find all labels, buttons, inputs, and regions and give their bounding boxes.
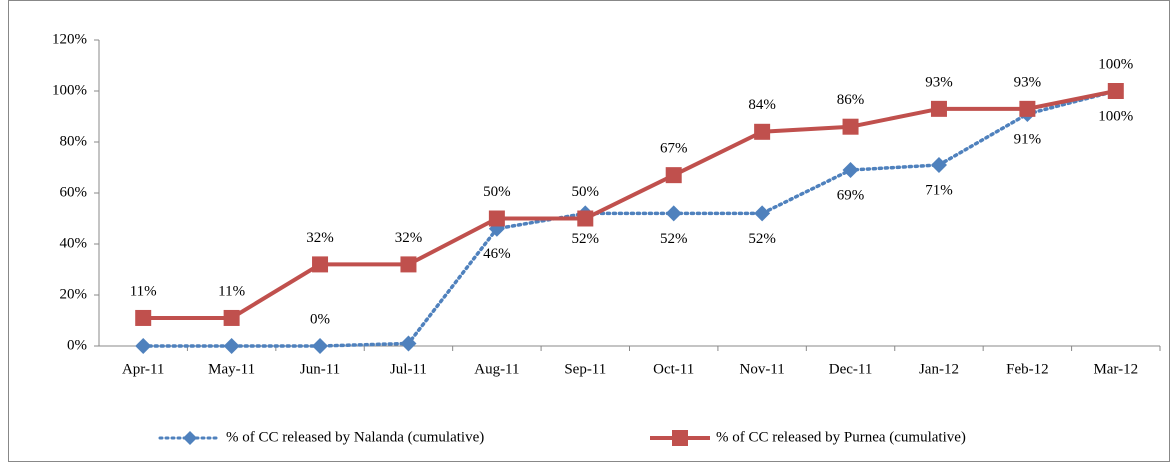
data-label: 69% xyxy=(837,187,865,203)
data-label: 91% xyxy=(1014,131,1042,147)
data-label: 0% xyxy=(310,311,330,327)
x-tick-label: Dec-11 xyxy=(829,361,873,377)
data-point xyxy=(842,162,859,179)
x-tick-label: Jan-12 xyxy=(919,361,959,377)
data-label: 52% xyxy=(748,231,776,247)
x-tick-label: Feb-12 xyxy=(1006,361,1049,377)
data-label: 46% xyxy=(483,246,511,262)
data-label: 50% xyxy=(483,184,511,200)
data-label: 100% xyxy=(1098,108,1133,124)
series-line xyxy=(143,89,1117,320)
x-tick-label: Mar-12 xyxy=(1093,361,1138,377)
data-label: 52% xyxy=(572,231,600,247)
x-tick-label: Jul-11 xyxy=(390,361,427,377)
data-point xyxy=(842,118,859,135)
data-point xyxy=(400,335,417,352)
data-label: 11% xyxy=(218,283,245,299)
data-label: 93% xyxy=(1014,74,1042,90)
data-point xyxy=(754,205,771,222)
data-point xyxy=(930,100,947,117)
x-tick-label: Sep-11 xyxy=(564,361,606,377)
x-tick-label: Aug-11 xyxy=(474,361,519,377)
legend-label: % of CC released by Nalanda (cumulative) xyxy=(226,429,484,445)
data-label: 93% xyxy=(925,74,953,90)
x-tick-label: Nov-11 xyxy=(739,361,784,377)
data-label: 32% xyxy=(395,230,423,246)
chart-frame xyxy=(8,0,1170,462)
x-tick-label: May-11 xyxy=(208,361,255,377)
x-tick-label: Jun-11 xyxy=(300,361,340,377)
data-point xyxy=(665,205,682,222)
data-point xyxy=(1107,83,1124,99)
data-point xyxy=(223,309,240,326)
y-tick-label: 100% xyxy=(52,82,87,98)
data-label: 67% xyxy=(660,141,688,157)
data-point xyxy=(665,167,682,184)
y-tick-label: 80% xyxy=(60,133,88,149)
data-point xyxy=(135,338,152,354)
legend-marker xyxy=(672,430,688,446)
data-label: 50% xyxy=(572,184,600,200)
data-label: 52% xyxy=(660,231,688,247)
y-tick-label: 60% xyxy=(60,184,88,200)
data-label: 11% xyxy=(130,283,157,299)
data-point xyxy=(135,309,152,326)
data-point xyxy=(1019,100,1036,117)
y-tick-label: 40% xyxy=(60,235,88,251)
series-line xyxy=(141,89,1118,348)
data-point xyxy=(400,256,417,273)
data-label: 71% xyxy=(925,182,953,198)
y-tick-label: 20% xyxy=(60,286,88,302)
x-tick-label: Oct-11 xyxy=(653,361,694,377)
data-point xyxy=(754,123,771,140)
legend-marker xyxy=(183,431,197,445)
x-tick-label: Apr-11 xyxy=(122,361,164,377)
data-point xyxy=(930,156,947,173)
legend-label: % of CC released by Purnea (cumulative) xyxy=(716,429,966,445)
data-label: 84% xyxy=(748,97,776,113)
data-point xyxy=(577,210,594,227)
data-point xyxy=(312,256,329,273)
y-tick-label: 0% xyxy=(67,337,87,353)
y-tick-label: 120% xyxy=(52,31,87,47)
data-point xyxy=(488,210,505,227)
data-point xyxy=(312,338,329,354)
data-label: 32% xyxy=(306,230,334,246)
data-label: 86% xyxy=(837,92,865,108)
data-label: 100% xyxy=(1098,56,1133,72)
data-point xyxy=(223,338,240,354)
